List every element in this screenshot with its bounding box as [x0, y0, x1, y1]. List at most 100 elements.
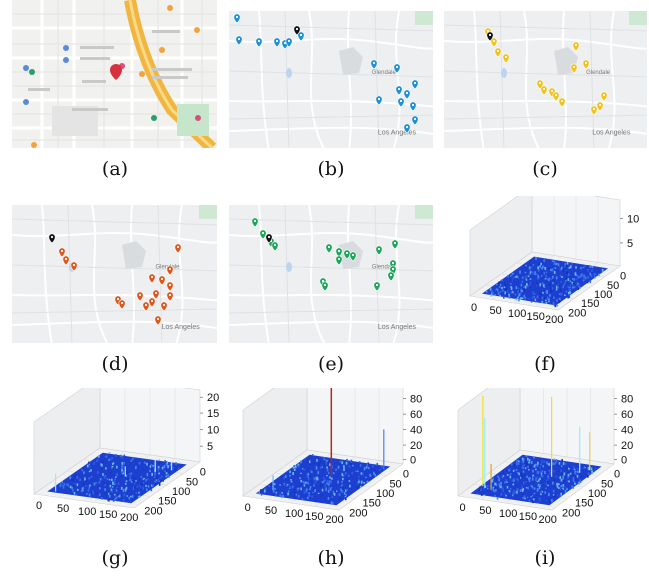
location-pin-icon[interactable]	[375, 95, 383, 106]
pin-dot	[397, 87, 401, 91]
x-tick-label: 0	[460, 502, 466, 514]
y-tick-label: 150	[363, 498, 381, 510]
pin-dot	[176, 245, 180, 249]
location-pin-icon[interactable]	[154, 315, 162, 326]
location-pin-icon[interactable]	[285, 37, 293, 48]
location-pin-icon[interactable]	[387, 271, 395, 282]
pin-dot	[144, 303, 148, 307]
x-tick-label: 200	[545, 314, 563, 326]
location-pin-icon[interactable]	[596, 101, 604, 112]
pin-dot	[574, 43, 578, 47]
location-pin-icon[interactable]	[409, 101, 417, 112]
location-pin-icon[interactable]	[136, 291, 144, 302]
route-map-c[interactable]: Glendale Los Angeles	[444, 11, 647, 148]
caption-b: (b)	[317, 158, 345, 180]
location-pin-icon[interactable]	[158, 275, 166, 286]
location-pin-icon[interactable]	[70, 261, 78, 272]
location-pin-icon[interactable]	[110, 64, 122, 80]
location-pin-icon[interactable]	[540, 85, 548, 96]
start-pin-icon[interactable]	[486, 31, 494, 42]
location-pin-icon[interactable]	[142, 301, 150, 312]
pin-dot	[337, 249, 341, 253]
x-tick-label: 50	[265, 505, 277, 517]
start-pin-icon[interactable]	[48, 233, 56, 244]
caption-c: (c)	[532, 158, 558, 180]
y-tick-label: 200	[568, 307, 586, 319]
x-tick-label: 0	[245, 502, 251, 514]
pin-dot	[584, 61, 588, 65]
location-pin-icon[interactable]	[411, 79, 419, 90]
location-pin-icon[interactable]	[148, 273, 156, 284]
caption-i: (i)	[534, 547, 556, 569]
y-tick-label: 0	[200, 467, 206, 479]
location-pin-icon[interactable]	[166, 265, 174, 276]
street-map-panel[interactable]	[12, 0, 217, 148]
location-pin-icon[interactable]	[403, 89, 411, 100]
location-pin-icon[interactable]	[335, 255, 343, 266]
location-pin-icon[interactable]	[494, 47, 502, 58]
pin-dot	[267, 235, 271, 239]
location-pin-icon[interactable]	[160, 301, 168, 312]
y-tick-label: 150	[581, 298, 599, 310]
location-pin-icon[interactable]	[391, 239, 399, 250]
location-pin-icon[interactable]	[403, 123, 411, 134]
y-tick-label: 100	[172, 486, 190, 498]
location-pin-icon[interactable]	[152, 289, 160, 300]
location-pin-icon[interactable]	[395, 85, 403, 96]
pin-dot	[389, 273, 393, 277]
location-pin-icon[interactable]	[174, 243, 182, 254]
location-pin-icon[interactable]	[58, 247, 66, 258]
location-pin-icon[interactable]	[297, 31, 305, 42]
location-pin-icon[interactable]	[373, 281, 381, 292]
pin-dot	[598, 103, 602, 107]
location-pin-icon[interactable]	[166, 281, 174, 292]
location-pin-icon[interactable]	[502, 53, 510, 64]
location-pin-icon[interactable]	[600, 91, 608, 102]
location-pin-icon[interactable]	[490, 37, 498, 48]
location-pin-icon[interactable]	[321, 281, 329, 292]
pin-dot	[261, 231, 265, 235]
location-pin-icon[interactable]	[233, 13, 241, 24]
location-pin-icon[interactable]	[273, 37, 281, 48]
location-pin-icon[interactable]	[325, 243, 333, 254]
start-pin-icon[interactable]	[293, 25, 301, 36]
location-pin-icon[interactable]	[255, 37, 263, 48]
y-tick-label: 100	[594, 289, 612, 301]
location-pin-icon[interactable]	[166, 291, 174, 302]
location-pin-icon[interactable]	[235, 35, 243, 46]
x-tick-label: 0	[36, 500, 42, 512]
pin-dot	[156, 317, 160, 321]
location-pin-icon[interactable]	[62, 255, 70, 266]
location-pin-icon[interactable]	[397, 97, 405, 108]
location-pin-icon[interactable]	[572, 41, 580, 52]
location-pin-icon[interactable]	[558, 97, 566, 108]
pin-dot	[372, 61, 376, 65]
location-pin-icon[interactable]	[259, 229, 267, 240]
location-pin-icon[interactable]	[570, 63, 578, 74]
location-pin-icon[interactable]	[349, 251, 357, 262]
map-label-glendale: Glendale	[372, 264, 397, 270]
route-map-e[interactable]: Glendale Los Angeles	[229, 205, 433, 343]
location-pin-icon[interactable]	[411, 115, 419, 126]
location-pin-icon[interactable]	[393, 63, 401, 74]
location-pin-icon[interactable]	[118, 299, 126, 310]
start-pin-icon[interactable]	[265, 233, 273, 244]
location-pin-icon[interactable]	[271, 241, 279, 252]
map-label-glendale: Glendale	[372, 70, 397, 76]
map-canvas: Glendale Los Angeles	[444, 11, 647, 148]
location-pin-icon[interactable]	[370, 59, 378, 70]
y-tick-label: 50	[389, 478, 401, 490]
location-pin-icon[interactable]	[552, 91, 560, 102]
pin-dot	[168, 293, 172, 297]
location-pin-icon[interactable]	[343, 249, 351, 260]
location-pin-icon[interactable]	[582, 59, 590, 70]
map-label-glendale: Glendale	[586, 70, 611, 76]
route-map-b[interactable]: Glendale Los Angeles	[229, 11, 433, 148]
location-pin-icon[interactable]	[375, 245, 383, 256]
location-pin-icon[interactable]	[148, 297, 156, 308]
location-pin-icon[interactable]	[335, 247, 343, 258]
location-pin-icon[interactable]	[590, 105, 598, 116]
location-pin-icon[interactable]	[251, 217, 259, 228]
